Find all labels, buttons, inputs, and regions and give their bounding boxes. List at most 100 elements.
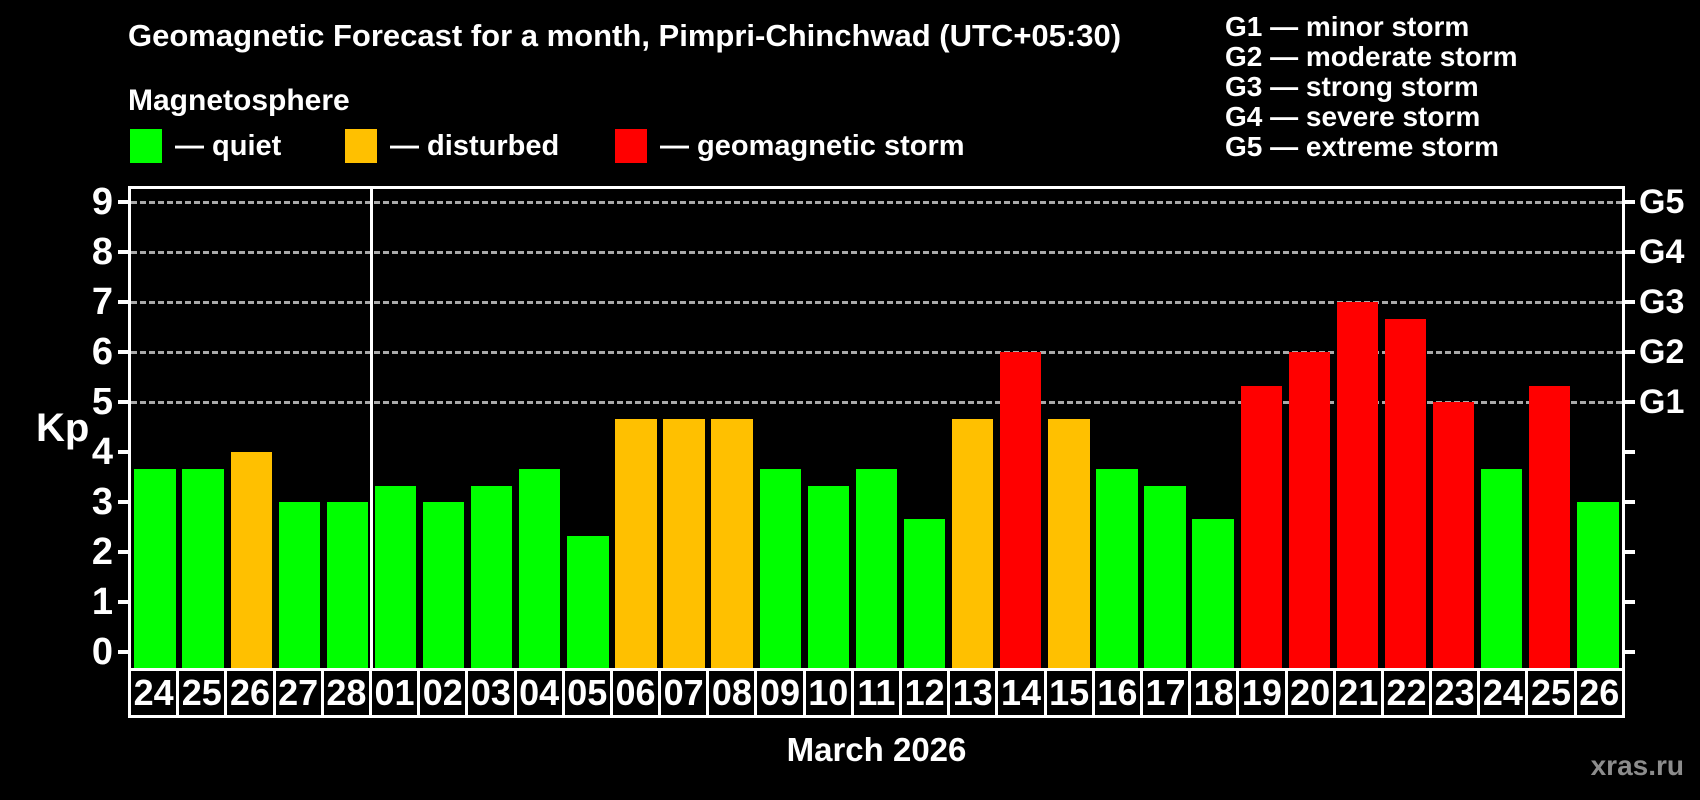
right-axis-label-G5: G5 [1639, 183, 1685, 221]
day-label-04: 04 [513, 668, 565, 718]
kp-bar-day-06 [615, 418, 657, 668]
bar-slot-01 [371, 189, 419, 668]
bar-slot-05 [564, 189, 612, 668]
bar-slot-26 [1574, 189, 1622, 668]
kp-bar-day-26 [1577, 502, 1619, 668]
left-tick-5 [118, 400, 129, 404]
bar-slot-16 [1093, 189, 1141, 668]
bar-slot-09 [756, 189, 804, 668]
kp-bar-day-28 [326, 502, 369, 668]
kp-bar-day-05 [567, 535, 609, 668]
y-tick-label-5: 5 [91, 381, 113, 423]
left-tick-4 [118, 450, 129, 454]
bar-slot-11 [852, 189, 900, 668]
kp-bar-day-15 [1048, 418, 1090, 668]
day-label-19: 19 [1236, 668, 1288, 718]
day-label-03: 03 [465, 668, 517, 718]
day-label-25: 25 [1525, 668, 1577, 718]
right-tick-9 [1624, 200, 1635, 204]
kp-bar-day-23 [1432, 402, 1475, 668]
kp-bar-day-17 [1144, 485, 1186, 668]
bar-slot-19 [1237, 189, 1285, 668]
month-divider-line [370, 189, 374, 668]
right-axis-label-G1: G1 [1639, 383, 1685, 421]
watermark: xras.ru [1590, 750, 1684, 781]
bar-slot-26 [227, 189, 275, 668]
disturbed-color-swatch [345, 129, 377, 163]
y-tick-label-4: 4 [91, 431, 113, 473]
bar-slot-25 [1526, 189, 1574, 668]
y-tick-label-2: 2 [91, 531, 113, 573]
legend-item-storm: — geomagnetic storm [615, 128, 965, 164]
kp-bar-day-21 [1336, 302, 1379, 668]
bar-slot-17 [1141, 189, 1189, 668]
kp-bar-day-26 [230, 452, 272, 668]
day-label-02: 02 [417, 668, 469, 718]
chart-subtitle: Magnetosphere [128, 84, 350, 117]
kp-bar-day-25 [182, 468, 224, 668]
x-axis-day-labels: 24 25 26 27 28 01 02 03 04 05 06 07 08 09 10 11 12 13 14 15… [128, 668, 1625, 718]
gridline-kp-8 [131, 251, 1622, 254]
day-label-22: 22 [1380, 668, 1433, 718]
bar-slot-24 [131, 189, 179, 668]
day-label-12: 12 [899, 668, 951, 718]
legend-item-quiet: — quiet [130, 128, 281, 164]
bar-slot-28 [323, 189, 371, 668]
x-axis-title: March 2026 [786, 731, 967, 768]
day-label-13: 13 [947, 668, 999, 718]
day-label-prev-24: 24 [128, 668, 180, 718]
bar-slot-27 [275, 189, 323, 668]
bar-slot-21 [1333, 189, 1381, 668]
day-label-09: 09 [754, 668, 806, 718]
legend-label-storm: — geomagnetic storm [660, 129, 965, 162]
left-tick-0 [118, 650, 129, 654]
bar-slot-10 [804, 189, 852, 668]
right-tick-5 [1624, 400, 1635, 404]
left-tick-3 [118, 500, 129, 504]
storm-scale-line-1: G1 — minor storm [1225, 11, 1470, 42]
day-label-23: 23 [1429, 668, 1481, 718]
right-axis-label-G4: G4 [1639, 233, 1685, 271]
kp-bar-day-18 [1192, 518, 1234, 668]
left-tick-8 [118, 250, 129, 254]
kp-bar-day-08 [711, 418, 753, 668]
day-label-prev-25: 25 [176, 668, 228, 718]
gridline-kp-9 [131, 201, 1622, 204]
day-label-11: 11 [850, 668, 902, 718]
day-label-24: 24 [1477, 668, 1529, 718]
kp-bar-day-04 [519, 468, 561, 668]
left-tick-2 [118, 550, 129, 554]
day-label-15: 15 [1043, 668, 1095, 718]
bar-slot-12 [901, 189, 949, 668]
kp-bar-day-24 [134, 468, 176, 668]
day-label-prev-26: 26 [224, 668, 276, 718]
right-tick-7 [1624, 300, 1635, 304]
bar-slot-07 [660, 189, 708, 668]
kp-bar-day-03 [471, 485, 513, 668]
storm-scale-line-5: G5 — extreme storm [1225, 131, 1499, 162]
kp-bar-day-12 [903, 518, 946, 668]
day-label-26: 26 [1573, 668, 1625, 718]
kp-bar-day-09 [759, 468, 801, 668]
gridline-kp-6 [131, 351, 1622, 354]
plot-area: 0 1 2 3 4 5 6 7 8 9 G1 G2 G3 G4 G5 [92, 183, 1685, 671]
legend-label-disturbed: — disturbed [390, 129, 560, 162]
kp-bar-day-20 [1288, 352, 1330, 668]
left-tick-6 [118, 350, 129, 354]
kp-bar-day-10 [807, 485, 850, 668]
bar-slot-24 [1478, 189, 1526, 668]
right-tick-1 [1624, 600, 1635, 604]
gridline-kp-5 [131, 401, 1622, 404]
storm-scale-line-4: G4 — severe storm [1225, 101, 1481, 132]
right-axis-label-G2: G2 [1639, 333, 1685, 371]
kp-bar-day-27 [278, 502, 320, 668]
y-tick-label-8: 8 [91, 231, 113, 273]
right-tick-6 [1624, 350, 1635, 354]
kp-bar-day-07 [663, 418, 705, 668]
storm-scale-line-2: G2 — moderate storm [1225, 41, 1518, 72]
day-label-10: 10 [802, 668, 854, 718]
bar-slot-06 [612, 189, 660, 668]
day-label-01: 01 [368, 668, 421, 718]
kp-bar-day-22 [1384, 318, 1427, 668]
